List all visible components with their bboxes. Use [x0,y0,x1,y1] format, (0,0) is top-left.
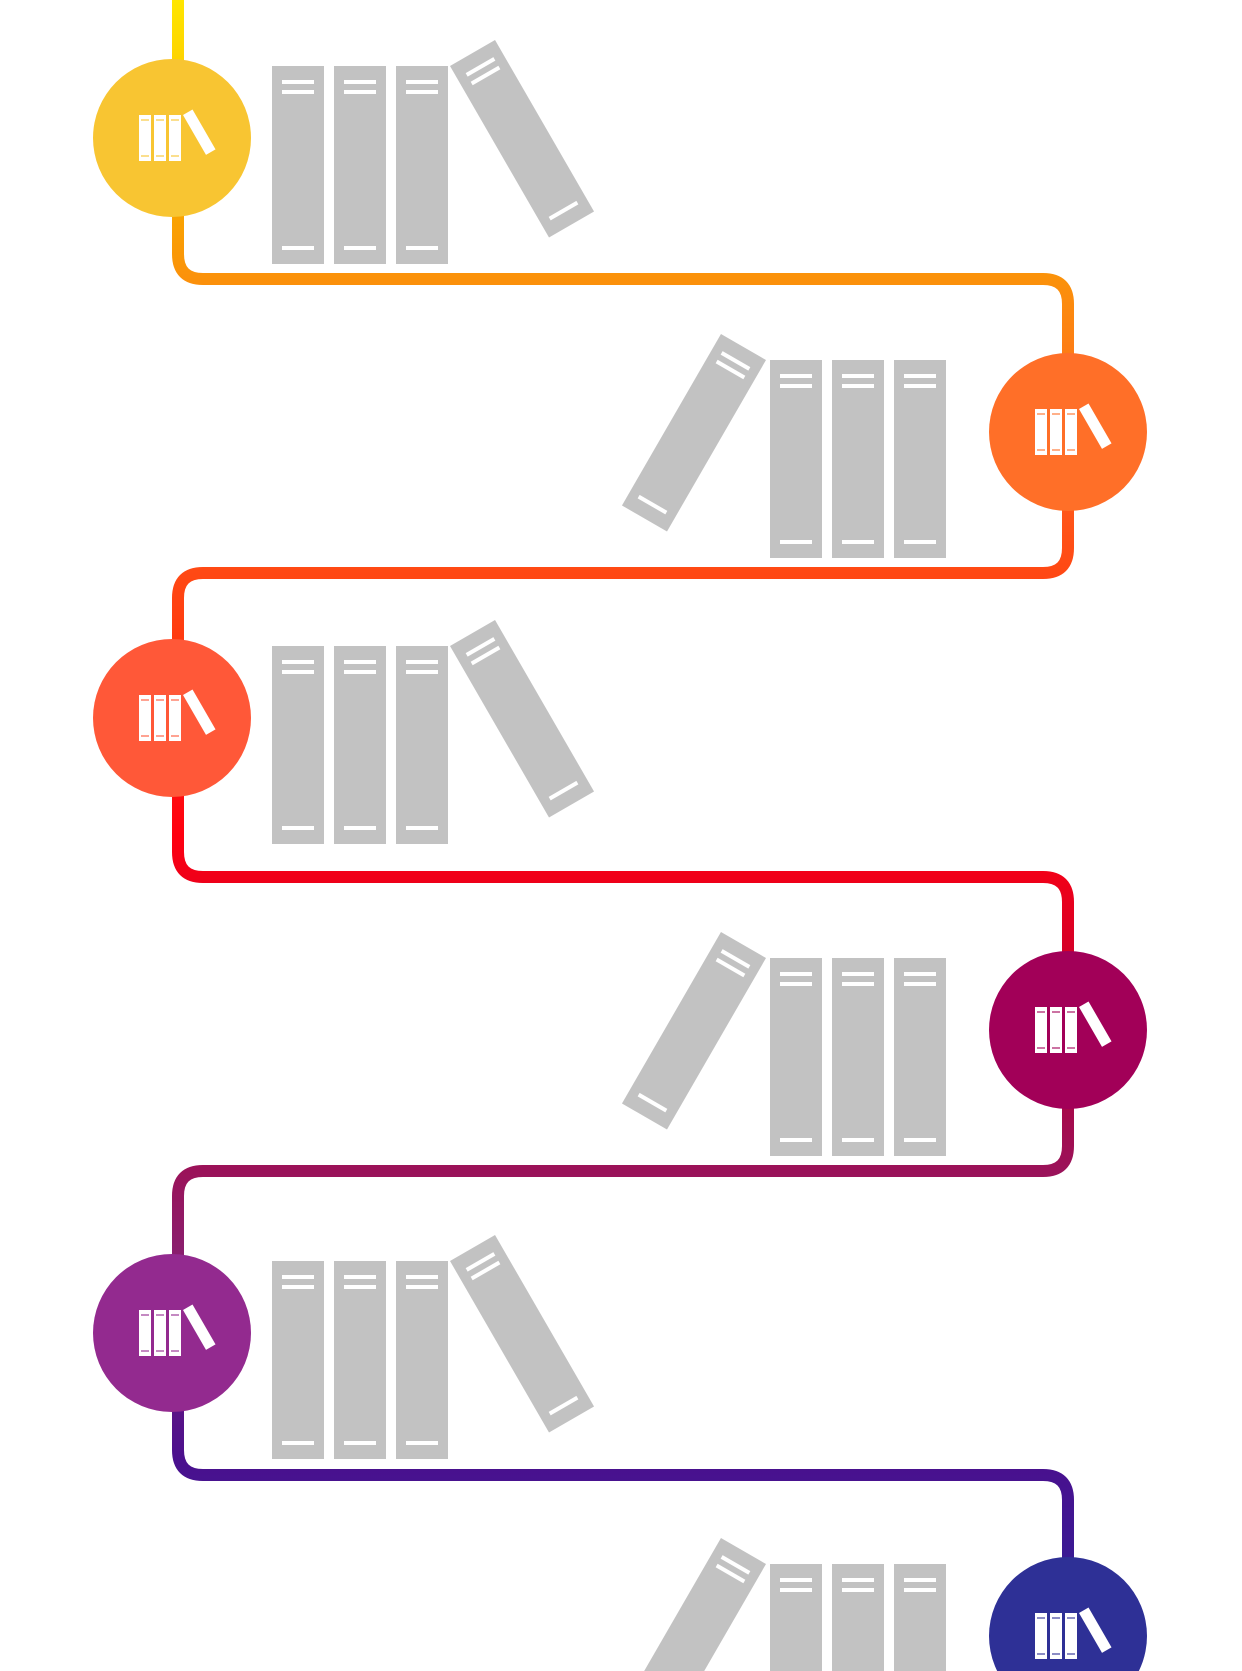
bookshelf-icon [272,620,595,844]
book [894,958,946,1156]
timeline-node [93,639,251,797]
timeline-nodes [93,59,1147,1671]
book [450,1235,595,1433]
book [832,360,884,558]
book [894,360,946,558]
bookshelf-group [272,40,946,1671]
book [894,1564,946,1671]
timeline-node [989,353,1147,511]
book [770,958,822,1156]
book [272,646,324,844]
book [832,1564,884,1671]
timeline-path [172,0,1074,1671]
book [272,66,324,264]
timeline-node [989,1557,1147,1671]
bookshelf-icon [621,1537,946,1671]
book [272,1261,324,1459]
book [396,646,448,844]
book [334,1261,386,1459]
books-icon [139,109,216,161]
book [334,66,386,264]
book [621,932,767,1130]
books-icon [139,1304,216,1356]
bookshelf-icon [272,40,595,264]
book [832,958,884,1156]
timeline-node [989,951,1147,1109]
bookshelf-icon [272,1235,595,1459]
book [450,40,595,238]
book [396,1261,448,1459]
book [396,66,448,264]
book [770,360,822,558]
book [770,1564,822,1671]
timeline-node [93,59,251,217]
timeline-node [93,1254,251,1412]
book [621,1537,766,1671]
books-icon [1035,1001,1112,1053]
books-icon [139,689,216,741]
book [450,620,595,818]
book [621,333,766,532]
book [334,646,386,844]
bookshelf-icon [621,333,946,558]
bookshelf-icon [621,932,946,1156]
books-icon [1035,403,1112,455]
books-icon [1035,1607,1112,1659]
